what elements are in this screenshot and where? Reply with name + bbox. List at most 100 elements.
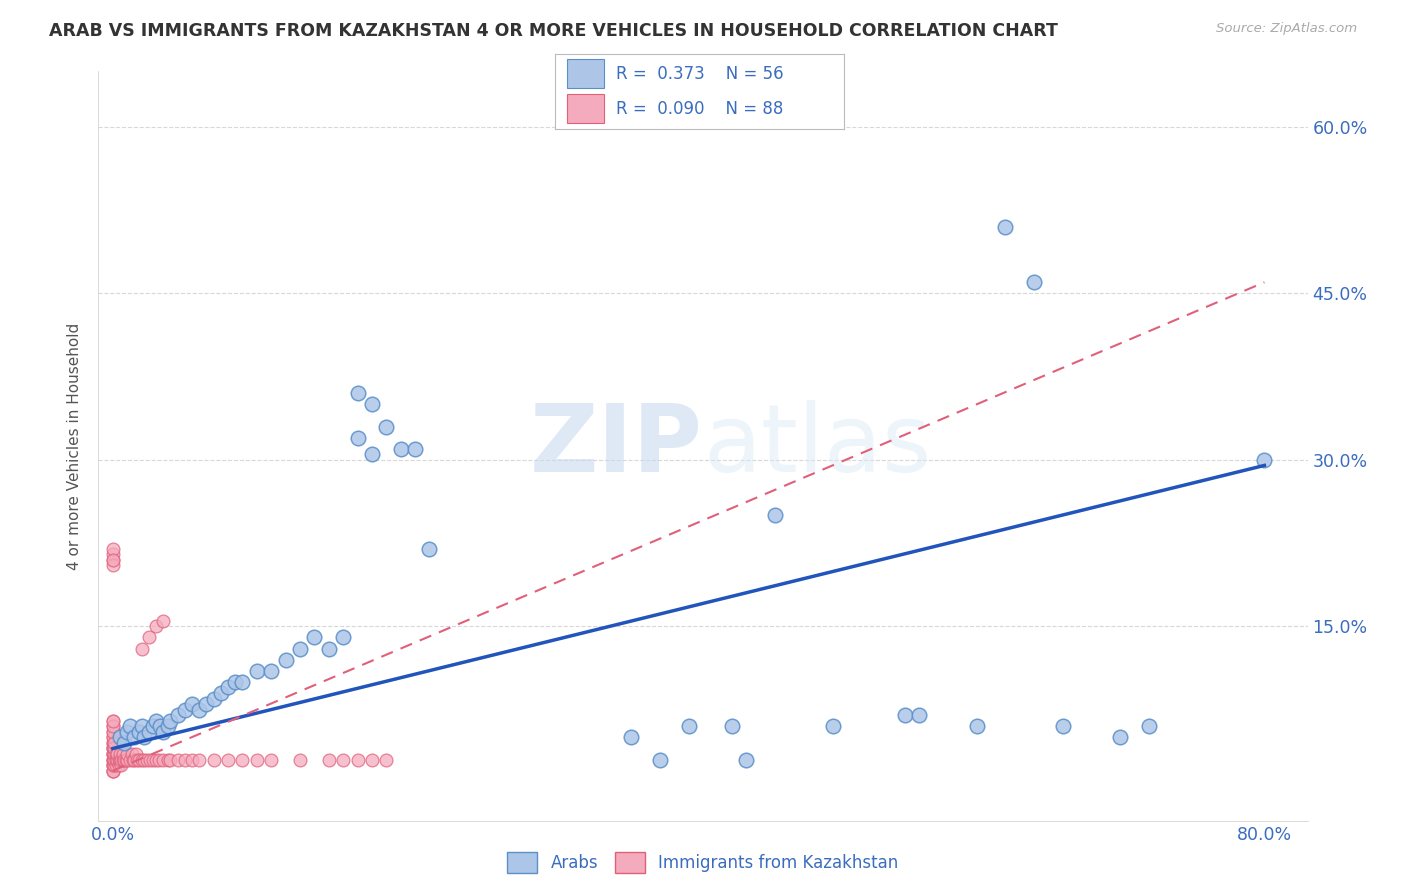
- Point: [128, 753, 150, 767]
- Point: [195, 697, 218, 711]
- Point: [101, 553, 124, 567]
- Point: [152, 753, 174, 767]
- Point: [1109, 731, 1132, 745]
- Point: [131, 753, 153, 767]
- Bar: [567, 59, 605, 87]
- Point: [418, 541, 440, 556]
- Point: [101, 741, 124, 756]
- Point: [101, 741, 124, 756]
- Point: [361, 447, 384, 461]
- Point: [145, 714, 167, 728]
- Y-axis label: 4 or more Vehicles in Household: 4 or more Vehicles in Household: [67, 322, 83, 570]
- Point: [101, 558, 124, 573]
- Point: [125, 747, 148, 761]
- Point: [152, 614, 174, 628]
- Point: [1052, 719, 1074, 733]
- Point: [101, 736, 124, 750]
- Point: [648, 753, 671, 767]
- Point: [101, 714, 124, 728]
- Point: [101, 747, 124, 761]
- Point: [101, 758, 124, 772]
- Point: [114, 753, 136, 767]
- Text: ARAB VS IMMIGRANTS FROM KAZAKHSTAN 4 OR MORE VEHICLES IN HOUSEHOLD CORRELATION C: ARAB VS IMMIGRANTS FROM KAZAKHSTAN 4 OR …: [49, 22, 1059, 40]
- Point: [994, 219, 1017, 234]
- Point: [361, 397, 384, 411]
- Point: [1137, 719, 1160, 733]
- Text: R =  0.090    N = 88: R = 0.090 N = 88: [616, 100, 783, 118]
- Point: [101, 719, 124, 733]
- Point: [156, 753, 179, 767]
- Point: [620, 731, 643, 745]
- Point: [260, 753, 283, 767]
- Point: [108, 753, 131, 767]
- Point: [720, 719, 742, 733]
- Point: [103, 741, 125, 756]
- Point: [224, 674, 246, 689]
- Point: [166, 708, 188, 723]
- Point: [159, 753, 181, 767]
- Point: [1253, 453, 1275, 467]
- Point: [101, 741, 124, 756]
- Point: [231, 674, 253, 689]
- Point: [246, 753, 269, 767]
- Point: [101, 553, 124, 567]
- Point: [103, 736, 125, 750]
- Point: [139, 753, 162, 767]
- Point: [122, 753, 145, 767]
- Point: [131, 641, 153, 656]
- Text: Source: ZipAtlas.com: Source: ZipAtlas.com: [1216, 22, 1357, 36]
- Point: [966, 719, 988, 733]
- Text: atlas: atlas: [703, 400, 931, 492]
- Point: [893, 708, 915, 723]
- Point: [101, 764, 124, 778]
- Point: [115, 747, 138, 761]
- Point: [120, 753, 142, 767]
- Point: [678, 719, 700, 733]
- Point: [101, 747, 124, 761]
- Point: [101, 764, 124, 778]
- Point: [288, 753, 311, 767]
- Point: [166, 753, 188, 767]
- Point: [142, 719, 165, 733]
- Point: [346, 753, 368, 767]
- Point: [304, 631, 326, 645]
- Point: [346, 431, 368, 445]
- Point: [127, 753, 149, 767]
- Point: [101, 758, 124, 772]
- Point: [202, 691, 225, 706]
- Point: [318, 641, 340, 656]
- Point: [209, 686, 232, 700]
- Point: [104, 758, 127, 772]
- Point: [110, 753, 132, 767]
- Point: [148, 753, 170, 767]
- Point: [103, 758, 125, 772]
- Point: [404, 442, 426, 456]
- Point: [108, 747, 131, 761]
- Point: [908, 708, 931, 723]
- Point: [115, 724, 138, 739]
- Point: [332, 753, 354, 767]
- Point: [173, 703, 195, 717]
- Point: [101, 758, 124, 772]
- Point: [103, 747, 125, 761]
- Text: ZIP: ZIP: [530, 400, 703, 492]
- Point: [138, 724, 160, 739]
- Point: [145, 753, 167, 767]
- Point: [274, 653, 297, 667]
- Point: [101, 753, 124, 767]
- Point: [101, 731, 124, 745]
- Point: [152, 724, 174, 739]
- Point: [103, 753, 125, 767]
- Point: [145, 619, 167, 633]
- Point: [111, 747, 134, 761]
- Point: [136, 753, 159, 767]
- Point: [101, 764, 124, 778]
- Point: [134, 731, 156, 745]
- Point: [156, 719, 179, 733]
- Point: [260, 664, 283, 678]
- Point: [173, 753, 195, 767]
- Point: [142, 753, 165, 767]
- Point: [101, 753, 124, 767]
- Point: [107, 753, 129, 767]
- Point: [375, 753, 398, 767]
